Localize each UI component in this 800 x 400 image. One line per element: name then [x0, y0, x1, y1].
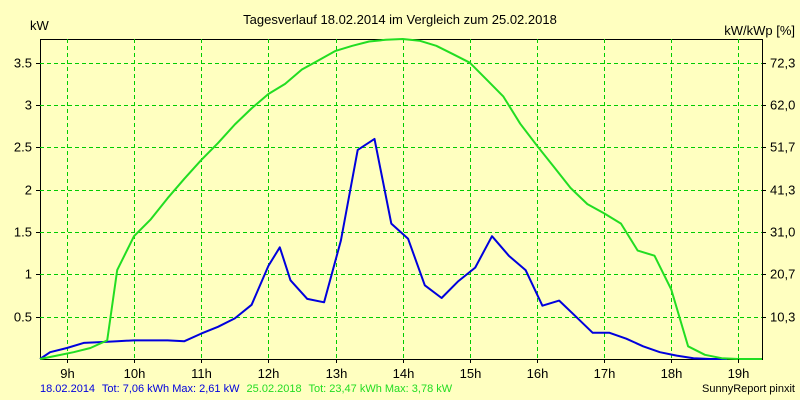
x-tick-label: 14h	[393, 366, 415, 381]
y2-tick-label: 51,7	[770, 140, 795, 155]
series-lines	[39, 38, 762, 360]
y2-tick-label: 10,3	[770, 310, 795, 325]
chart-title: Tagesverlauf 18.02.2014 im Vergleich zum…	[243, 12, 557, 27]
x-tick-label: 10h	[124, 366, 146, 381]
footer-credit: SunnyReport pinxit	[702, 383, 795, 395]
y-axis-ticks: 0.5 1 1.5 2 2.5 3 3.5	[14, 56, 40, 325]
x-tick-label: 17h	[594, 366, 616, 381]
y2-tick-label: 41,3	[770, 183, 795, 198]
x-axis-ticks: 9h 10h 11h 12h 13h 14h 15h 16h 17h 18h 19h	[60, 359, 749, 381]
y-tick-label: 3.5	[14, 56, 32, 71]
y-tick-label: 2.5	[14, 140, 32, 155]
footer-series1-stats: Tot: 7,06 kWh Max: 2,61 kW	[102, 383, 240, 395]
y-axis-label-left: kW	[30, 18, 50, 33]
y-tick-label: 0.5	[14, 310, 32, 325]
x-tick-label: 12h	[258, 366, 280, 381]
footer-series2-label: 25.02.2018	[247, 383, 302, 395]
x-tick-label: 13h	[326, 366, 348, 381]
y-tick-label: 1	[25, 267, 32, 282]
x-tick-label: 15h	[460, 366, 482, 381]
x-tick-label: 19h	[728, 366, 750, 381]
y-axis-label-right: kW/kWp [%]	[724, 23, 795, 38]
footer-series1: 18.02.2014 Tot: 7,06 kWh Max: 2,61 kW 25…	[40, 383, 453, 395]
footer-series1-label: 18.02.2014	[40, 383, 95, 395]
x-tick-label: 11h	[191, 366, 212, 381]
x-tick-label: 18h	[661, 366, 683, 381]
y2-tick-label: 72,3	[770, 56, 795, 71]
series-line-1	[39, 137, 728, 360]
y2-tick-label: 20,7	[770, 267, 795, 282]
series-line-2	[39, 38, 762, 360]
y2-tick-label: 31,0	[770, 225, 795, 240]
y2-tick-label: 62,0	[770, 98, 795, 113]
y2-axis-ticks: 10,3 20,7 31,0 41,3 51,7 62,0 72,3	[762, 56, 795, 325]
footer-series2-stats: Tot: 23,47 kWh Max: 3,78 kW	[308, 383, 452, 395]
x-tick-label: 9h	[60, 366, 74, 381]
x-tick-label: 16h	[527, 366, 549, 381]
y-tick-label: 3	[25, 98, 32, 113]
y-tick-label: 1.5	[14, 225, 32, 240]
y-tick-label: 2	[25, 183, 32, 198]
plot-frame	[40, 39, 763, 360]
